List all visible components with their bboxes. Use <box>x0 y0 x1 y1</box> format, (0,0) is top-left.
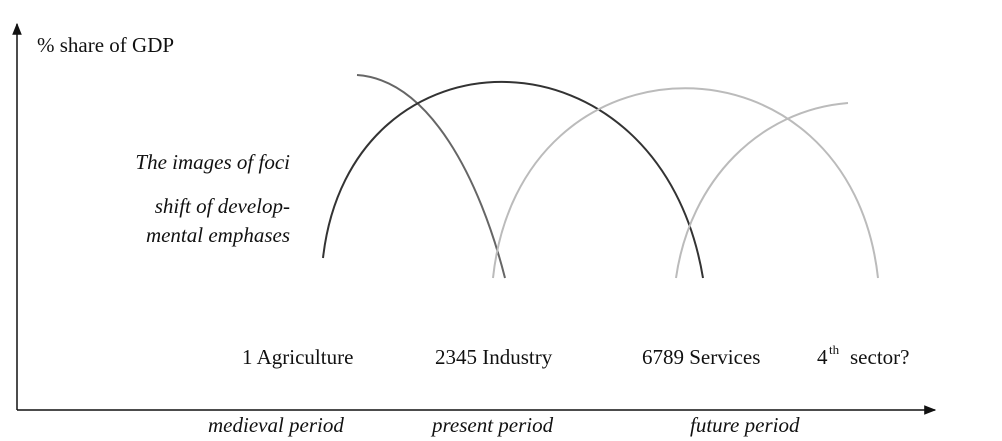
note: shift of develop- <box>155 194 290 218</box>
agriculture-curve <box>356 74 506 279</box>
period-label: medieval period <box>208 413 344 437</box>
sector-label: 6789 Services <box>642 345 760 369</box>
industry-curve <box>322 80 704 279</box>
services-curve <box>492 87 879 279</box>
sector-suffix: th <box>829 342 840 357</box>
sector-number: 4 <box>817 345 828 369</box>
y-axis-label: % share of GDP <box>37 33 174 57</box>
sector-label: 1 Agriculture <box>242 345 353 369</box>
sector-label: 2345 Industry <box>435 345 553 369</box>
note: mental emphases <box>146 223 290 247</box>
sector-label: sector? <box>850 345 909 369</box>
fourth-sector-curve <box>675 102 849 279</box>
period-label: future period <box>690 413 800 437</box>
note: The images of foci <box>135 150 290 174</box>
period-label: present period <box>430 413 554 437</box>
